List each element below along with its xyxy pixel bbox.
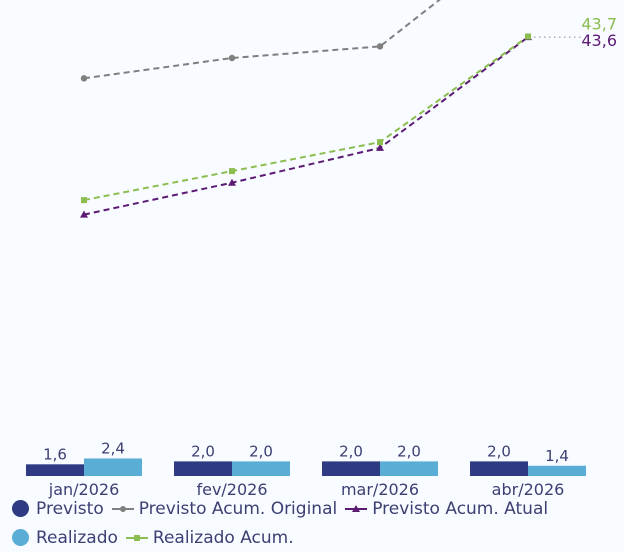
bar-realizado [528, 465, 586, 476]
legend-symbol [125, 534, 148, 541]
x-tick-label: abr/2026 [492, 480, 565, 499]
line-point [228, 178, 236, 186]
line-point [80, 75, 88, 82]
legend-row: Realizado Realizado Acum. [12, 523, 622, 552]
legend-item-previsto-acum-original[interactable]: Previsto Acum. Original [111, 498, 338, 519]
line-point [81, 197, 87, 204]
legend-item-realizado[interactable]: Realizado [12, 528, 118, 548]
legend-label: Previsto Acum. Atual [372, 498, 549, 519]
bar-data-label: 1,4 [545, 447, 569, 465]
bar-data-label: 2,0 [397, 442, 421, 460]
bar-realizado [380, 461, 438, 476]
legend: Previsto Previsto Acum. Original Previsto … [12, 494, 622, 552]
legend-symbol [345, 504, 368, 512]
bar-data-label: 2,0 [249, 442, 273, 460]
line-point [377, 139, 383, 146]
line-end-label: 43,6 [581, 31, 617, 50]
line-previsto-acum-atual [83, 36, 529, 216]
legend-symbol [111, 505, 134, 512]
line-realizado-acum- [83, 35, 529, 202]
bar-previsto [322, 461, 380, 476]
legend-item-previsto[interactable]: Previsto [12, 499, 104, 519]
x-tick-label: mar/2026 [341, 480, 419, 499]
legend-symbol [12, 500, 29, 517]
bar-realizado [84, 458, 142, 476]
line-point [525, 33, 531, 40]
bar-realizado [232, 461, 290, 476]
bar-previsto [470, 461, 528, 476]
bar-data-label: 2,0 [191, 442, 215, 460]
legend-row: Previsto Previsto Acum. Original Previsto … [12, 494, 622, 523]
line-point [376, 143, 384, 151]
bar-data-label: 2,4 [101, 439, 125, 457]
line-end-label: 43,7 [581, 15, 617, 34]
line-point [229, 168, 235, 175]
x-tick-label: fev/2026 [196, 480, 267, 499]
legend-label: Previsto Acum. Original [138, 498, 338, 519]
bar-previsto [174, 461, 232, 476]
line-point [228, 54, 236, 62]
bar-data-label: 1,6 [43, 445, 67, 463]
x-tick-label: jan/2026 [48, 480, 120, 499]
legend-label: Realizado Acum. [152, 527, 294, 548]
bar-data-label: 2,0 [339, 442, 363, 460]
legend-symbol [12, 529, 29, 546]
legend-label: Realizado [36, 527, 118, 548]
legend-label: Previsto [36, 498, 104, 519]
line-point [80, 210, 88, 218]
legend-item-realizado-acum[interactable]: Realizado Acum. [125, 527, 294, 548]
bar-previsto [26, 464, 84, 476]
line-point [376, 43, 384, 50]
bar-data-label: 2,0 [487, 442, 511, 460]
legend-item-previsto-acum-atual[interactable]: Previsto Acum. Atual [345, 499, 548, 519]
line-previsto-acum-original [83, 0, 441, 80]
